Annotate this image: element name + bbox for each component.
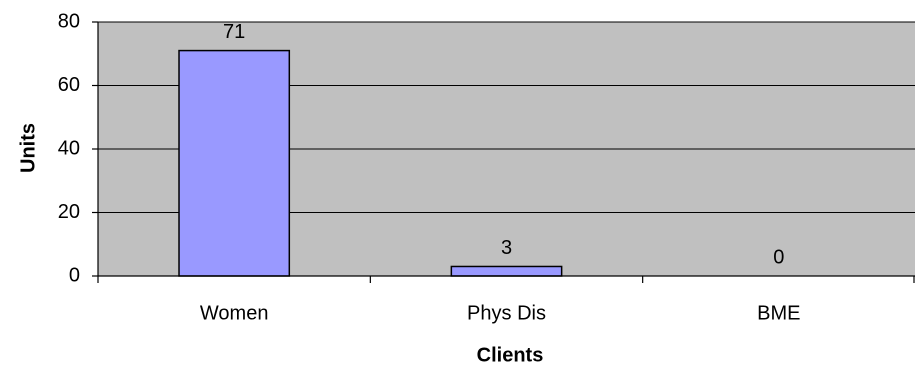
labels-group: 71 Women 3 Phys Dis 0 BME 0 20 40 60 80 <box>58 10 801 324</box>
y-tick-label: 60 <box>58 74 80 96</box>
data-label: 0 <box>773 246 784 268</box>
y-axis-title: Units <box>17 123 39 173</box>
data-label: 3 <box>501 237 512 259</box>
data-label: 71 <box>223 21 245 43</box>
y-tick-label: 20 <box>58 201 80 223</box>
y-tick-label: 80 <box>58 10 80 32</box>
y-tick-label: 0 <box>69 264 80 286</box>
axes-group <box>92 21 915 283</box>
bar-phys-dis <box>450 265 563 277</box>
x-tick-label: Women <box>200 302 269 324</box>
y-tick-label: 40 <box>58 137 80 159</box>
x-tick-label: Phys Dis <box>467 302 546 324</box>
x-tick-label: BME <box>757 302 800 324</box>
x-axis-title: Clients <box>477 344 544 366</box>
bar-women <box>178 49 291 277</box>
